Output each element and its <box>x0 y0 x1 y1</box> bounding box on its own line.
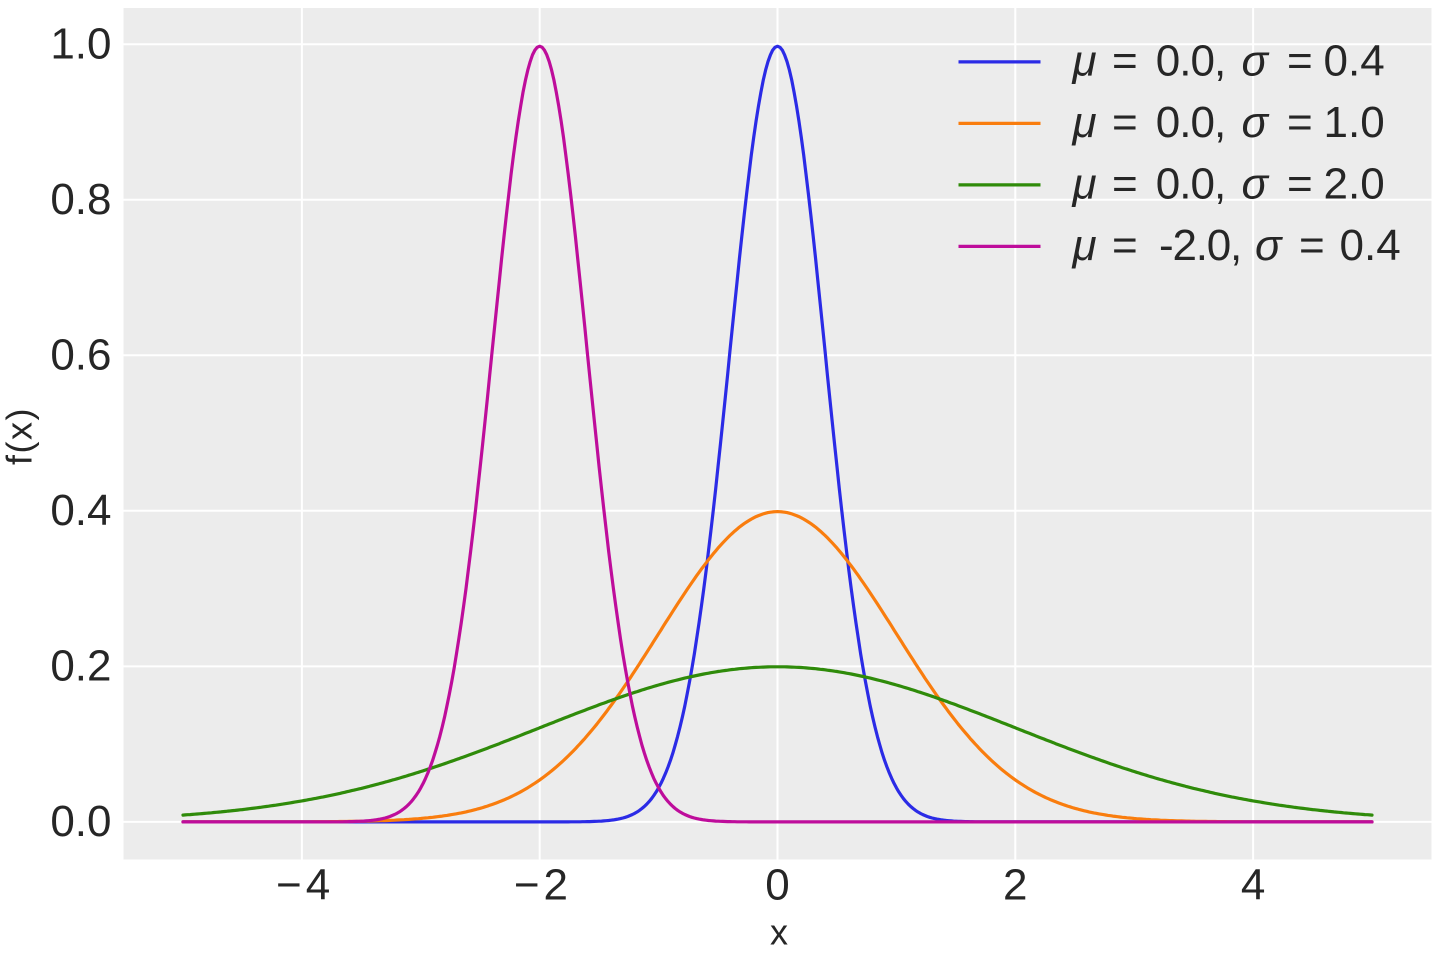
svg-text:0.4: 0.4 <box>50 486 111 535</box>
svg-text:=: = <box>1112 37 1138 86</box>
svg-text:=: = <box>1287 37 1313 86</box>
svg-text:x: x <box>770 912 788 953</box>
svg-text:1.0: 1.0 <box>50 20 111 69</box>
svg-text:=: = <box>1287 160 1313 209</box>
svg-text:μ: μ <box>1072 98 1097 147</box>
svg-text:0.4: 0.4 <box>1340 221 1401 270</box>
svg-text:-2.0,: -2.0, <box>1159 221 1241 270</box>
svg-text:f(x): f(x) <box>0 407 40 465</box>
svg-text:=: = <box>1287 98 1313 147</box>
svg-text:2.0: 2.0 <box>1324 160 1385 209</box>
svg-text:2: 2 <box>1003 861 1027 910</box>
svg-text:0.0,: 0.0, <box>1156 98 1225 147</box>
svg-text:0.4: 0.4 <box>1324 37 1385 86</box>
svg-text:0.0: 0.0 <box>50 797 111 846</box>
svg-text:0.8: 0.8 <box>50 175 111 224</box>
svg-text:0.0,: 0.0, <box>1156 160 1225 209</box>
svg-text:0.0,: 0.0, <box>1156 37 1225 86</box>
svg-text:μ: μ <box>1072 221 1097 270</box>
svg-text:0.6: 0.6 <box>50 331 111 380</box>
svg-text:1.0: 1.0 <box>1324 98 1385 147</box>
svg-text:σ: σ <box>1242 160 1270 209</box>
svg-text:σ: σ <box>1242 98 1270 147</box>
svg-text:σ: σ <box>1242 37 1270 86</box>
svg-text:−2: −2 <box>514 861 572 910</box>
svg-text:μ: μ <box>1072 160 1097 209</box>
svg-text:0: 0 <box>765 861 789 910</box>
svg-text:0.2: 0.2 <box>50 642 111 691</box>
svg-text:σ: σ <box>1255 221 1283 270</box>
svg-text:4: 4 <box>1241 861 1265 910</box>
svg-text:=: = <box>1112 221 1138 270</box>
svg-text:μ: μ <box>1072 37 1097 86</box>
svg-text:=: = <box>1112 160 1138 209</box>
svg-text:=: = <box>1112 98 1138 147</box>
svg-text:−4: −4 <box>276 861 334 910</box>
svg-text:=: = <box>1299 221 1325 270</box>
